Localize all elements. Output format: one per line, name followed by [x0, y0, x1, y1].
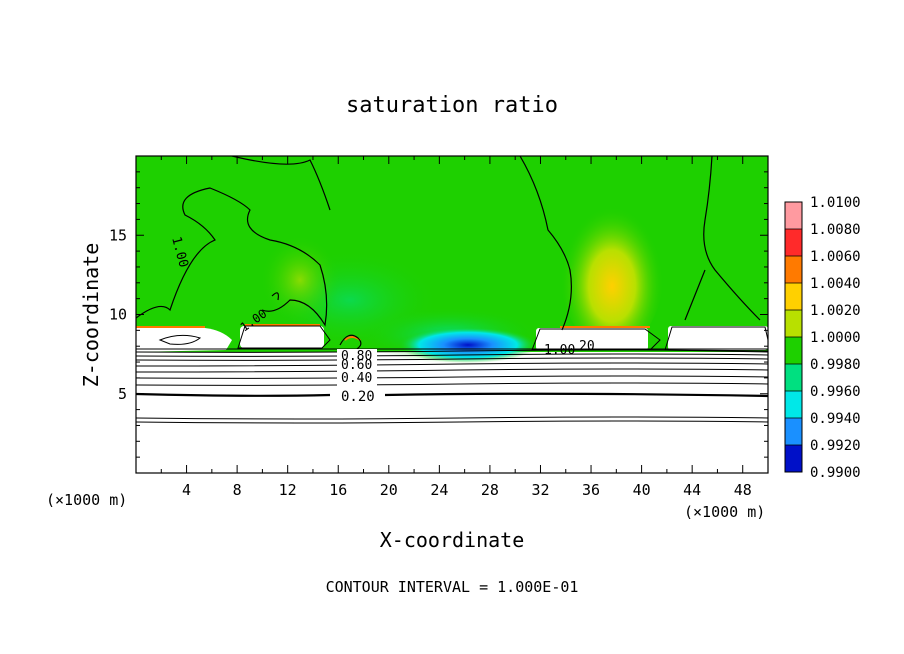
colorbar-label: 1.0080 [810, 222, 861, 238]
field-minimum-region [398, 327, 538, 363]
contour-interval-note: CONTOUR INTERVAL = 1.000E-01 [326, 578, 579, 596]
contour-label: 1.00 [544, 343, 575, 358]
colorbar-swatch [785, 391, 802, 418]
x-tick-label: 36 [582, 481, 600, 499]
contour-label-background [336, 388, 380, 402]
colorbar-swatch [785, 418, 802, 445]
x-tick-label: 48 [734, 481, 752, 499]
y-tick-label: 15 [109, 226, 127, 244]
colorbar-label: 1.0020 [810, 303, 861, 319]
colorbar-swatch [785, 310, 802, 337]
cloud-block [536, 328, 648, 350]
field-anomaly [260, 235, 340, 325]
colorbar-label: 1.0040 [810, 276, 861, 292]
cloud-block [668, 326, 768, 350]
cloud-block [240, 326, 324, 348]
colorbar-label: 1.0060 [810, 249, 861, 265]
plot-area: 1.00 1.00 0.80 0.60 0.40 0.20 1.00 20 [136, 156, 768, 473]
y-axis: 5 10 15 [109, 171, 768, 458]
x-tick-label: 24 [430, 481, 448, 499]
chart-title: saturation ratio [346, 93, 558, 118]
contour-lines-upper [136, 156, 761, 351]
contour-label: 0.80 [341, 349, 372, 364]
contour-label: 20 [579, 339, 595, 354]
x-tick-label: 40 [633, 481, 651, 499]
contour-label: 0.60 [341, 358, 372, 373]
x-tick-label: 28 [481, 481, 499, 499]
contour-label: 0.20 [341, 389, 375, 405]
y-tick-label: 10 [109, 306, 127, 324]
colorbar-label: 0.9920 [810, 438, 861, 454]
x-tick-label: 20 [380, 481, 398, 499]
contour-line-0.20 [384, 392, 768, 398]
colorbar-swatch [785, 364, 802, 391]
contour-line-0.20 [136, 392, 331, 397]
field-maximum-plume [560, 190, 664, 350]
contour-lines-lower [136, 348, 768, 424]
x-tick-label: 12 [279, 481, 297, 499]
x-axis: 4 8 12 16 20 24 28 32 36 40 44 48 [160, 156, 752, 499]
y-tick-label: 5 [118, 385, 127, 403]
y-axis-label: Z-coordinate [79, 243, 103, 388]
colorbar-label: 0.9960 [810, 384, 861, 400]
colorbar-swatch [785, 202, 802, 229]
colorbar-swatch [785, 283, 802, 310]
colorbar-label: 1.0100 [810, 195, 861, 211]
x-tick-label: 16 [329, 481, 347, 499]
colorbar-frame [784, 201, 803, 473]
x-tick-label: 8 [233, 481, 242, 499]
colorbar-swatch [785, 337, 802, 364]
colorbar-swatch [785, 445, 802, 472]
x-axis-label: X-coordinate [380, 528, 525, 552]
colorbar: 1.0100 1.0080 1.0060 1.0040 1.0020 1.0000 0.99… [784, 195, 861, 481]
colorbar-swatch [785, 256, 802, 283]
cloud-block [136, 328, 232, 352]
colorbar-label: 0.9900 [810, 465, 861, 481]
x-tick-label: 32 [531, 481, 549, 499]
contour-label-background [337, 349, 377, 389]
contour-label: 0.40 [341, 371, 372, 386]
colorbar-label: 0.9940 [810, 411, 861, 427]
colorbar-swatch [785, 229, 802, 256]
x-tick-label: 44 [683, 481, 701, 499]
x-unit-left: (×1000 m) [46, 491, 127, 509]
x-tick-label: 4 [182, 481, 191, 499]
colorbar-label: 0.9980 [810, 357, 861, 373]
x-unit-right: (×1000 m) [684, 503, 765, 521]
colorbar-label: 1.0000 [810, 330, 861, 346]
